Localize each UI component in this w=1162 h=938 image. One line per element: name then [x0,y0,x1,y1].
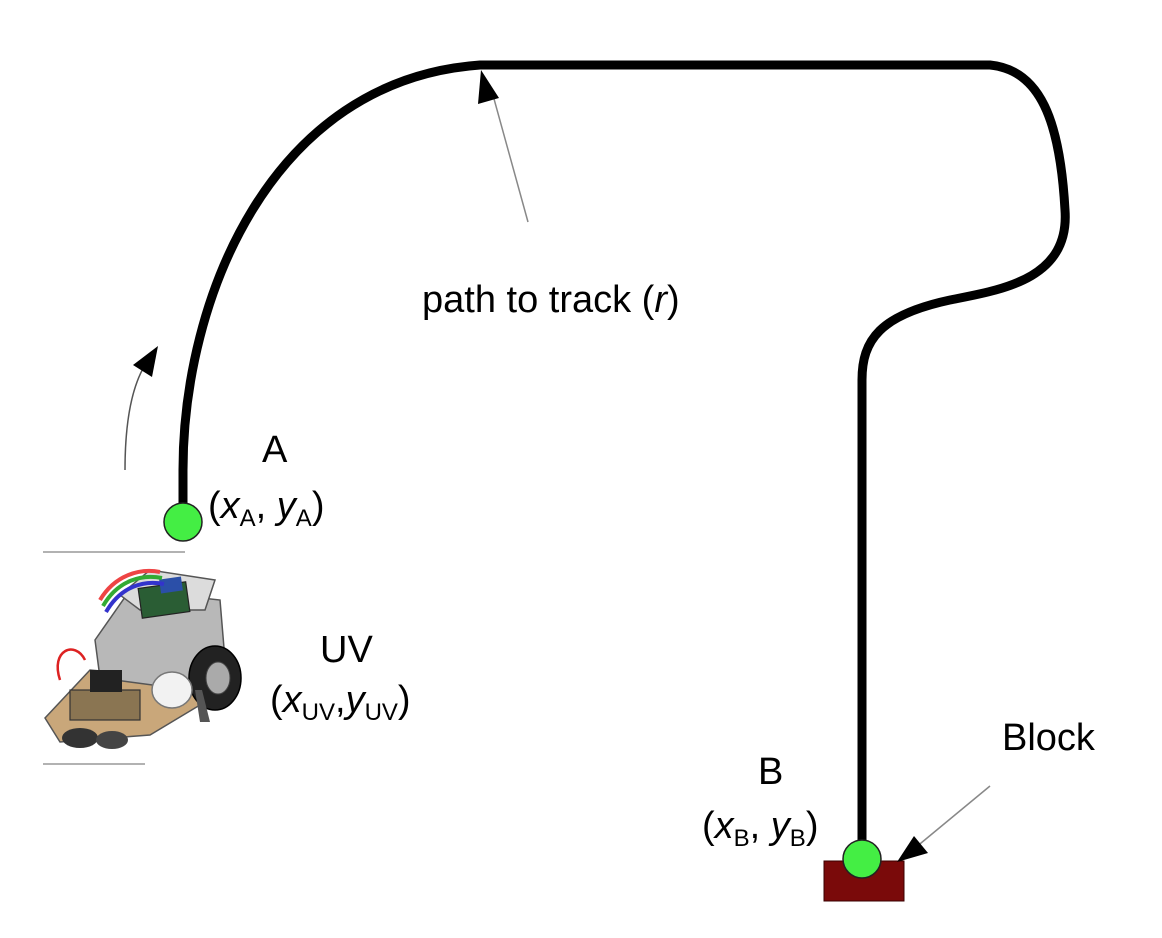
waypoint-b [842,839,882,879]
block-label: Block [1002,717,1096,759]
waypoint-a [163,502,203,542]
point-a-name: A [262,429,288,471]
point-a-coords: (xA, yA) [208,485,324,532]
uv-coords: (xUV,yUV) [270,679,411,726]
block-pointer-arrow [897,785,991,862]
robot-vehicle-icon [44,569,242,749]
motion-direction-arrow [124,346,158,471]
track-path [178,60,1070,860]
point-b-name: B [758,751,783,793]
uv-name: UV [320,629,373,671]
path-label: path to track (r) [422,279,680,321]
point-b-coords: (xB, yB) [702,805,818,852]
path-pointer-arrow [478,70,529,223]
